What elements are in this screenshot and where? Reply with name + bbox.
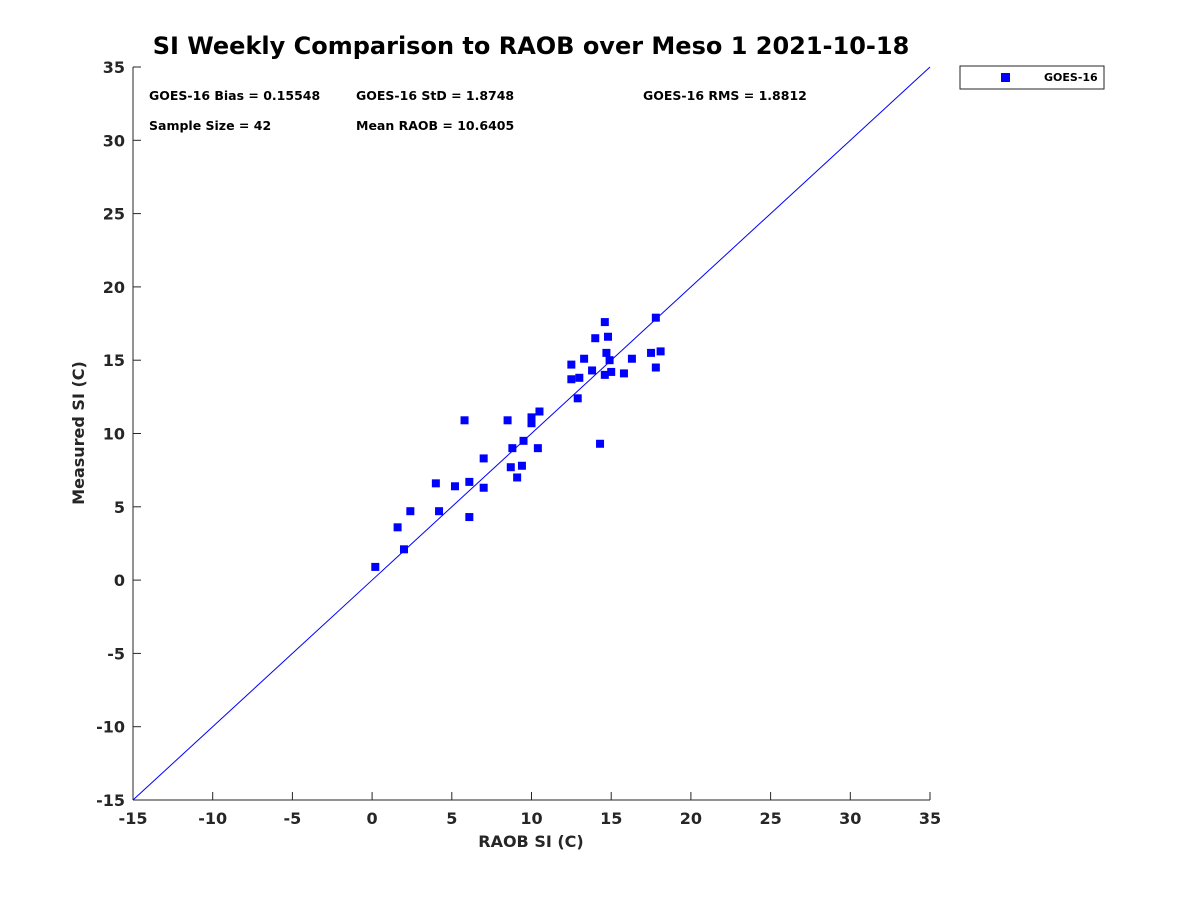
data-points (371, 313, 665, 571)
x-tick-label: 30 (839, 809, 861, 828)
x-tick-label: 25 (759, 809, 781, 828)
y-axis-label: Measured SI (C) (69, 361, 88, 505)
data-point (647, 348, 656, 357)
data-point (431, 479, 440, 488)
legend: GOES-16 (959, 65, 1105, 90)
data-point (605, 356, 614, 365)
x-tick-label: 10 (520, 809, 542, 828)
data-point (607, 367, 616, 376)
legend-label: GOES-16 (1044, 71, 1098, 84)
chart-title: SI Weekly Comparison to RAOB over Meso 1… (153, 32, 910, 60)
y-tick-label: 20 (103, 278, 125, 297)
y-tick-label: 5 (114, 498, 125, 517)
x-tick-label: -5 (284, 809, 302, 828)
y-tick-label: 25 (103, 205, 125, 224)
data-point (479, 483, 488, 492)
y-tick-label: 10 (103, 425, 125, 444)
data-point (506, 463, 515, 472)
data-point (567, 375, 576, 384)
std-annotation: GOES-16 StD = 1.8748 (356, 88, 514, 103)
legend-marker-square (1001, 73, 1010, 82)
data-point (535, 407, 544, 416)
data-point (435, 507, 444, 516)
data-point (503, 416, 512, 425)
data-point (600, 370, 609, 379)
rms-annotation: GOES-16 RMS = 1.8812 (643, 88, 807, 103)
x-tick-label: 15 (600, 809, 622, 828)
data-point (627, 354, 636, 363)
data-point (465, 513, 474, 522)
sample-size-annotation: Sample Size = 42 (149, 118, 271, 133)
data-point (533, 444, 542, 453)
y-axis-ticks: -15 -10 -5 0 5 10 15 20 25 30 35 (96, 58, 141, 810)
data-point (619, 369, 628, 378)
data-point (656, 347, 665, 356)
data-point (575, 373, 584, 382)
x-tick-label: 5 (446, 809, 457, 828)
data-point (527, 413, 536, 422)
data-point (406, 507, 415, 516)
data-point (393, 523, 402, 532)
data-point (399, 545, 408, 554)
data-point (508, 444, 517, 453)
y-tick-label: 15 (103, 351, 125, 370)
data-point (596, 439, 605, 448)
x-tick-label: 35 (919, 809, 941, 828)
y-tick-label: -5 (107, 644, 125, 663)
legend-box (959, 65, 1105, 90)
data-point (602, 348, 611, 357)
x-tick-label: -15 (119, 809, 148, 828)
data-point (371, 562, 380, 571)
data-point (604, 332, 613, 341)
y-tick-label: -15 (96, 791, 125, 810)
data-point (580, 354, 589, 363)
mean-raob-annotation: Mean RAOB = 10.6405 (356, 118, 514, 133)
stats-annotations: GOES-16 Bias = 0.15548 GOES-16 StD = 1.8… (149, 88, 807, 133)
y-tick-label: 0 (114, 571, 125, 590)
data-point (651, 313, 660, 322)
x-axis-label: RAOB SI (C) (478, 832, 583, 851)
one-to-one-reference-line (132, 66, 931, 801)
y-tick-label: -10 (96, 718, 125, 737)
data-point (479, 454, 488, 463)
x-axis-ticks: -15 -10 -5 0 5 10 15 20 25 30 35 (119, 792, 941, 828)
data-point (517, 461, 526, 470)
data-point (519, 436, 528, 445)
data-point (450, 482, 459, 491)
data-point (588, 366, 597, 375)
data-point (527, 419, 536, 428)
data-point (567, 360, 576, 369)
data-point (591, 334, 600, 343)
x-tick-label: 20 (680, 809, 702, 828)
bias-annotation: GOES-16 Bias = 0.15548 (149, 88, 320, 103)
x-tick-label: -10 (198, 809, 227, 828)
x-tick-label: 0 (367, 809, 378, 828)
data-point (465, 477, 474, 486)
data-point (651, 363, 660, 372)
data-point (573, 394, 582, 403)
y-tick-label: 30 (103, 131, 125, 150)
y-tick-label: 35 (103, 58, 125, 77)
plot-area: -15 -10 -5 0 5 10 15 20 25 30 35 -15 -10 -5 0 5 10 15 20 2… (96, 58, 941, 828)
reference-line-group (132, 66, 931, 801)
data-point (460, 416, 469, 425)
data-point (513, 473, 522, 482)
data-point (600, 318, 609, 327)
